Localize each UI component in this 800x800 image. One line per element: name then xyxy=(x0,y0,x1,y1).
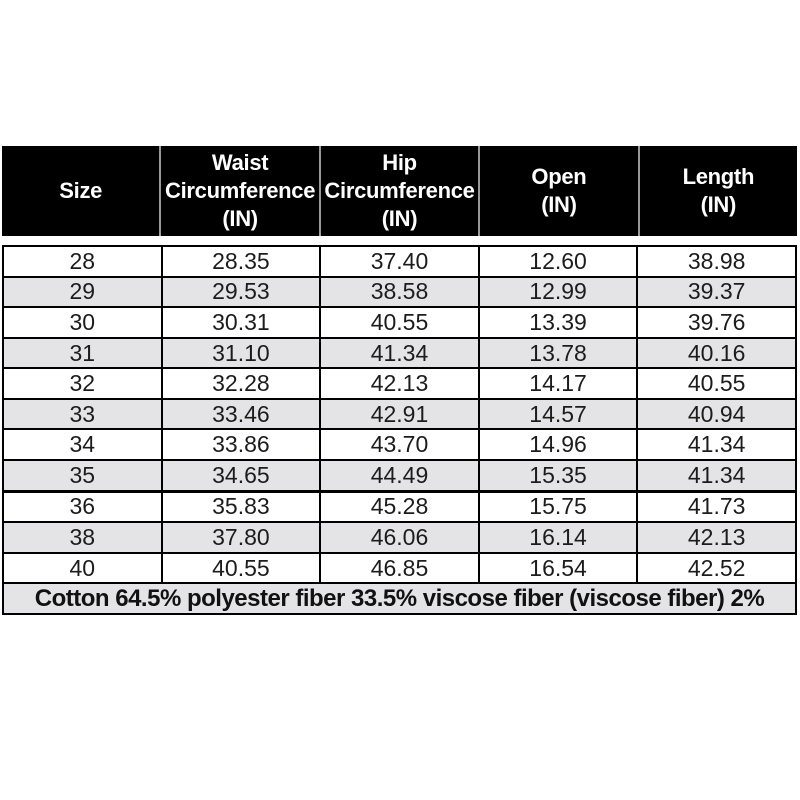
table-cell: 40 xyxy=(4,553,163,583)
table-row: 40 40.55 46.85 16.54 42.52 xyxy=(4,551,795,583)
column-header-hip-circumference: Hip Circumference (IN) xyxy=(318,146,478,236)
table-cell: 28.35 xyxy=(163,247,322,276)
table-cell: 34 xyxy=(4,430,163,460)
table-row: 28 28.35 37.40 12.60 38.98 xyxy=(4,247,795,276)
table-body: 28 28.35 37.40 12.60 38.98 29 29.53 38.58 12.99 3… xyxy=(2,245,797,615)
table-row: 35 34.65 44.49 15.35 41.34 xyxy=(4,459,795,490)
table-cell: 38 xyxy=(4,523,163,552)
table-cell: 29 xyxy=(4,277,163,307)
table-cell: 40.55 xyxy=(163,553,322,583)
table-row: 29 29.53 38.58 12.99 39.37 xyxy=(4,275,795,307)
table-cell: 38.98 xyxy=(687,247,746,274)
table-cell: 38.58 xyxy=(321,277,480,307)
table-cell: 43.70 xyxy=(321,430,480,460)
table-cell: 36 xyxy=(4,492,163,522)
table-row: 34 33.86 43.70 14.96 41.34 xyxy=(4,428,795,460)
table-cell: 41.34 xyxy=(321,338,480,368)
table-row: 33 33.46 42.91 14.57 40.94 xyxy=(4,397,795,429)
table-cell: 14.96 xyxy=(480,430,639,460)
table-cell: 35 xyxy=(4,461,163,490)
fabric-composition-text: Cotton 64.5% polyester fiber 33.5% visco… xyxy=(34,584,765,612)
table-row: 30 30.31 40.55 13.39 39.76 xyxy=(4,306,795,337)
table-cell: 30.31 xyxy=(163,308,322,337)
table-cell: 45.28 xyxy=(321,492,480,522)
column-header-waist-circumference: Waist Circumference (IN) xyxy=(159,146,318,236)
table-cell: 14.57 xyxy=(480,399,639,429)
table-row: 38 37.80 46.06 16.14 42.13 xyxy=(4,521,795,552)
table-cell: 13.78 xyxy=(480,338,639,368)
column-header-open: Open (IN) xyxy=(478,146,637,236)
table-cell: 33.46 xyxy=(163,399,322,429)
table-cell: 12.99 xyxy=(480,277,639,307)
table-cell: 42.13 xyxy=(321,369,480,398)
table-cell: 35.83 xyxy=(163,492,322,522)
table-cell: 12.60 xyxy=(480,247,639,276)
table-cell: 40.55 xyxy=(321,308,480,337)
table-cell: 41.73 xyxy=(687,493,746,520)
table-cell: 34.65 xyxy=(163,461,322,490)
table-cell: 33 xyxy=(4,399,163,429)
footer-row: Cotton 64.5% polyester fiber 33.5% visco… xyxy=(4,582,795,613)
table-cell: 28 xyxy=(4,247,163,276)
table-row: 36 35.83 45.28 15.75 41.73 xyxy=(4,489,795,522)
table-cell: 30 xyxy=(4,308,163,337)
table-row: 31 31.10 41.34 13.78 40.16 xyxy=(4,336,795,368)
size-chart-table: Size Waist Circumference (IN) Hip Circum… xyxy=(2,146,797,615)
table-cell: 42.91 xyxy=(321,399,480,429)
table-cell: 14.17 xyxy=(480,369,639,398)
table-cell: 41.34 xyxy=(687,461,746,488)
table-cell: 42.13 xyxy=(687,523,746,550)
table-header-row: Size Waist Circumference (IN) Hip Circum… xyxy=(2,146,797,236)
table-cell: 37.40 xyxy=(321,247,480,276)
column-header-size: Size xyxy=(59,178,103,203)
table-cell: 15.75 xyxy=(480,492,639,522)
table-row: 32 32.28 42.13 14.17 40.55 xyxy=(4,367,795,398)
table-cell: 41.34 xyxy=(687,431,746,458)
table-cell: 31.10 xyxy=(163,338,322,368)
table-cell: 39.76 xyxy=(687,308,746,335)
table-cell: 13.39 xyxy=(480,308,639,337)
table-cell: 16.54 xyxy=(480,553,639,583)
table-cell: 16.14 xyxy=(480,523,639,552)
table-cell: 44.49 xyxy=(321,461,480,490)
table-cell: 40.94 xyxy=(687,400,746,427)
table-cell: 46.85 xyxy=(321,553,480,583)
table-cell: 46.06 xyxy=(321,523,480,552)
table-cell: 42.52 xyxy=(687,554,746,581)
table-cell: 29.53 xyxy=(163,277,322,307)
table-cell: 32 xyxy=(4,369,163,398)
table-cell: 32.28 xyxy=(163,369,322,398)
table-cell: 15.35 xyxy=(480,461,639,490)
table-cell: 39.37 xyxy=(687,278,746,305)
table-cell: 37.80 xyxy=(163,523,322,552)
column-header-length: Length (IN) xyxy=(637,146,797,236)
table-cell: 40.16 xyxy=(687,339,746,366)
table-cell: 31 xyxy=(4,338,163,368)
table-cell: 40.55 xyxy=(687,370,746,397)
table-cell: 33.86 xyxy=(163,430,322,460)
